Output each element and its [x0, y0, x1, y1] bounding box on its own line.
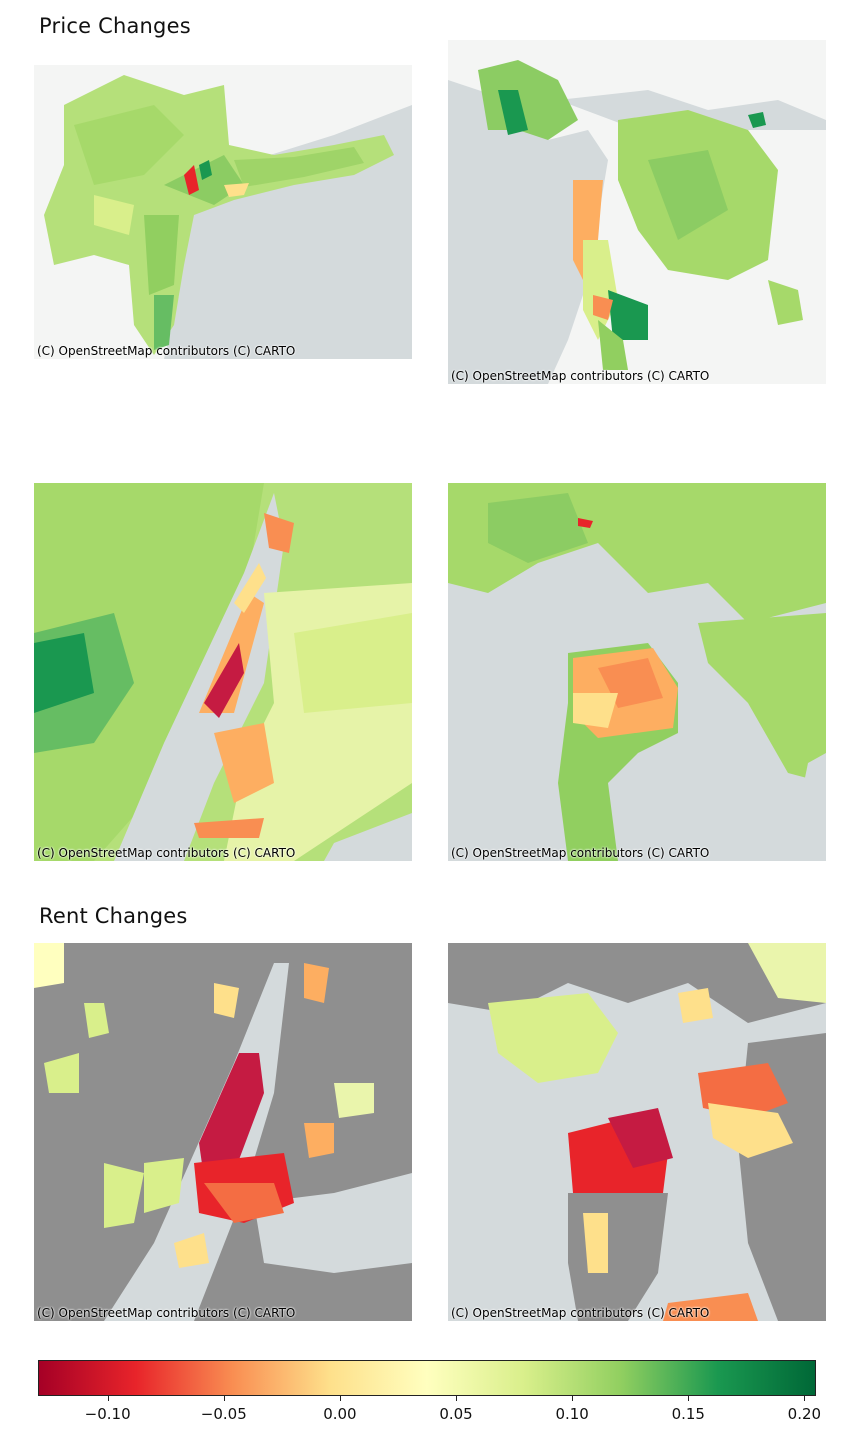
map-attribution: (C) OpenStreetMap contributors (C) CARTO [37, 344, 296, 358]
map-attribution: (C) OpenStreetMap contributors (C) CARTO [37, 846, 296, 860]
map-nyc-metro-price-canvas [34, 65, 412, 359]
colorbar-tick-label: 0.05 [439, 1405, 473, 1423]
colorbar-tick-label: −0.10 [84, 1405, 131, 1423]
colorbar-tick [107, 1396, 109, 1401]
colorbar-tick [223, 1396, 225, 1401]
price-changes-title: Price Changes [39, 14, 191, 38]
colorbar-tick [804, 1396, 806, 1401]
map-sf-bay-price[interactable]: (C) OpenStreetMap contributors (C) CARTO [448, 40, 826, 384]
colorbar [38, 1360, 816, 1396]
colorbar-tick [572, 1396, 574, 1401]
map-nyc-rent[interactable]: (C) OpenStreetMap contributors (C) CARTO [34, 943, 412, 1321]
map-attribution: (C) OpenStreetMap contributors (C) CARTO [451, 846, 710, 860]
colorbar-tick-label: 0.00 [323, 1405, 357, 1423]
map-attribution: (C) OpenStreetMap contributors (C) CARTO [37, 1306, 296, 1320]
map-sf-rent[interactable]: (C) OpenStreetMap contributors (C) CARTO [448, 943, 826, 1321]
map-nyc-metro-price[interactable]: (C) OpenStreetMap contributors (C) CARTO [34, 65, 412, 359]
map-sf-price-canvas [448, 483, 826, 861]
colorbar-tick-label: 0.15 [671, 1405, 705, 1423]
map-sf-bay-price-canvas [448, 40, 826, 384]
map-nyc-price[interactable]: (C) OpenStreetMap contributors (C) CARTO [34, 483, 412, 861]
colorbar-tick [339, 1396, 341, 1401]
colorbar-tick-label: 0.20 [787, 1405, 822, 1423]
map-attribution: (C) OpenStreetMap contributors (C) CARTO [451, 1306, 710, 1320]
colorbar-tick-label: −0.05 [200, 1405, 247, 1423]
colorbar-tick-label: 0.10 [555, 1405, 589, 1423]
map-sf-price[interactable]: (C) OpenStreetMap contributors (C) CARTO [448, 483, 826, 861]
map-sf-rent-canvas [448, 943, 826, 1321]
map-attribution: (C) OpenStreetMap contributors (C) CARTO [451, 369, 710, 383]
colorbar-tick [688, 1396, 690, 1401]
colorbar-tick [456, 1396, 458, 1401]
rent-changes-title: Rent Changes [39, 904, 188, 928]
map-nyc-rent-canvas [34, 943, 412, 1321]
map-nyc-price-canvas [34, 483, 412, 861]
